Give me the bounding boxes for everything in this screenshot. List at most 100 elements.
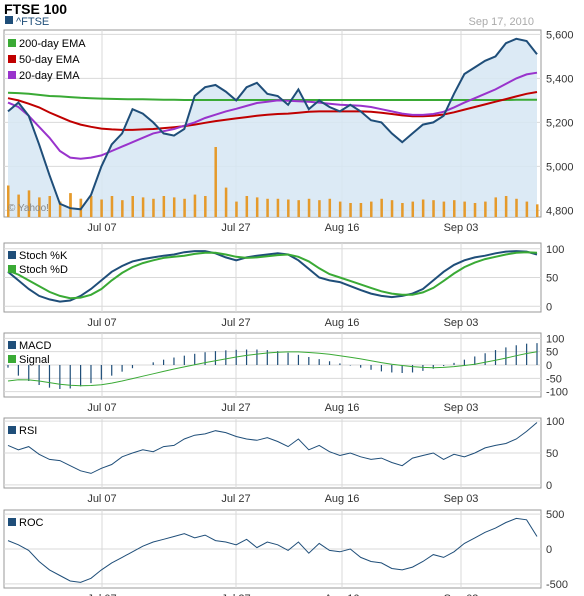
volume-bar (152, 198, 155, 217)
price-area (8, 38, 537, 217)
panel-stochastic: 100 50 0 Jul 07 Jul 27 Aug 16 Sep 03 Stoch %K St… (3, 242, 564, 329)
legend-swatch (8, 251, 16, 259)
volume-bar (172, 197, 176, 217)
x-tick-label: Jul 07 (87, 317, 116, 329)
y-tick-label: 50 (546, 448, 558, 460)
volume-bar (411, 201, 415, 217)
legend-label: ROC (19, 517, 44, 529)
legend-label: MACD (19, 340, 51, 352)
y-tick-label: -500 (546, 579, 568, 591)
x-tick-label: Jul 07 (87, 593, 116, 596)
x-tick-label: Jul 07 (87, 402, 116, 414)
panel-macd: 100 500-50 -100 Jul 07 Jul 27 Aug 16 Sep 03 MAC… (3, 332, 568, 414)
x-tick-label: Jul 27 (221, 317, 250, 329)
x-tick-label: Jul 07 (87, 493, 116, 505)
volume-bar (245, 196, 249, 217)
x-tick-label: Aug 16 (325, 402, 360, 414)
volume-bar (473, 203, 477, 217)
y-tick-label: 4,800 (546, 205, 574, 217)
volume-bar (359, 203, 363, 217)
x-tick-label: Sep 03 (444, 222, 479, 234)
volume-bar (38, 197, 41, 217)
series-line--ftse (7, 37, 538, 211)
ticker-legend-swatch (5, 16, 13, 24)
volume-bar (494, 197, 498, 217)
volume-bar (504, 196, 508, 217)
y-tick-label: -100 (546, 387, 568, 399)
volume-bar (27, 190, 31, 217)
volume-bar (318, 200, 321, 217)
x-tick-label: Aug 16 (325, 222, 360, 234)
x-tick-label: Aug 16 (325, 493, 360, 505)
x-tick-label: Jul 27 (221, 493, 250, 505)
panel-roc: 500 0 -500 Jul 07 Jul 27 Aug 16 Sep 03 ROC (3, 509, 568, 596)
volume-bar (110, 196, 114, 217)
y-tick-label: 0 (546, 480, 552, 492)
y-tick-label: 5,400 (546, 73, 574, 85)
y-tick-label: 5,200 (546, 117, 574, 129)
volume-bar (100, 199, 103, 217)
date-label: Sep 17, 2010 (469, 16, 534, 28)
legend-swatch (8, 341, 16, 349)
volume-bar (370, 201, 373, 217)
legend-swatch (8, 265, 16, 273)
volume-bar (89, 196, 93, 217)
volume-bar (224, 187, 228, 217)
y-tick-label: 0 (546, 360, 552, 372)
volume-bar (58, 201, 62, 217)
legend-label: 200-day EMA (19, 38, 86, 50)
volume-bar (7, 185, 10, 217)
series-line-20-day-ema (7, 71, 538, 160)
y-tick-label: 5,600 (546, 29, 574, 41)
y-tick-label: 50 (546, 273, 558, 285)
volume-bar (401, 203, 404, 217)
legend-label: RSI (19, 425, 37, 437)
volume-bar (484, 201, 487, 217)
volume-bar (307, 198, 311, 217)
volume-bar (131, 196, 134, 217)
y-tick-label: 5,000 (546, 161, 574, 173)
volume-bar (17, 194, 20, 217)
y-tick-label: 500 (546, 509, 564, 521)
y-tick-label: 100 (546, 333, 564, 345)
legend-swatch (8, 71, 16, 79)
legend-swatch (8, 426, 16, 434)
y-tick-label: -50 (546, 373, 562, 385)
legend-label: Stoch %K (19, 250, 68, 262)
volume-bar (380, 198, 383, 217)
panel-price: 5,600 5,400 5,200 5,000 4,800 Jul 07 Jul 27 Aug… (3, 29, 574, 234)
volume-bar (297, 200, 300, 217)
volume-bar (525, 201, 529, 217)
legend-swatch (8, 355, 16, 363)
volume-bar (515, 198, 518, 217)
volume-bar (204, 196, 207, 217)
x-tick-label: Aug 16 (325, 317, 360, 329)
legend-swatch (8, 39, 16, 47)
volume-bar (69, 193, 72, 217)
volume-bar (266, 198, 269, 217)
volume-bar (162, 196, 166, 217)
x-tick-label: Aug 16 (325, 593, 360, 596)
volume-bar (349, 203, 352, 217)
series-line-stoch-k (7, 250, 538, 303)
watermark: © Yahoo! (8, 203, 49, 214)
volume-bar (48, 196, 51, 217)
volume-bar (442, 201, 446, 217)
series-line-200-day-ema (7, 91, 537, 101)
series-line-rsi (7, 422, 538, 474)
volume-bar (255, 197, 259, 217)
volume-bar (421, 199, 425, 217)
volume-bar (390, 200, 394, 217)
volume-bar (121, 200, 124, 217)
volume-bar (463, 201, 466, 217)
x-tick-label: Sep 03 (444, 493, 479, 505)
volume-bar (183, 198, 186, 217)
volume-bar (276, 198, 280, 217)
x-tick-label: Sep 03 (444, 402, 479, 414)
x-tick-label: Sep 03 (444, 317, 479, 329)
x-tick-label: Jul 27 (221, 593, 250, 596)
volume-bar (536, 204, 539, 217)
series-line-50-day-ema (7, 91, 538, 131)
